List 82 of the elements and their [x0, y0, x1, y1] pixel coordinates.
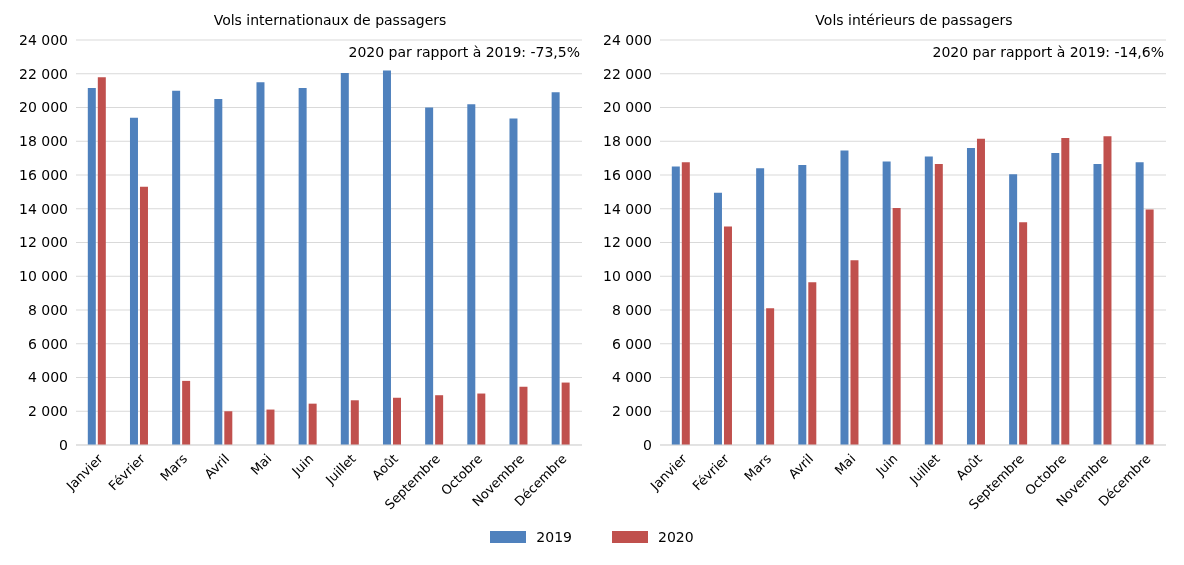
bar: [966, 148, 975, 445]
bar: [1019, 222, 1028, 445]
bar: [1103, 136, 1112, 445]
bar: [87, 88, 96, 445]
y-tick-label: 10 000: [19, 268, 68, 285]
y-tick-label: 20 000: [603, 99, 652, 116]
legend-label: 2020: [658, 529, 694, 545]
bar: [256, 82, 265, 445]
y-tick-label: 18 000: [19, 133, 68, 150]
y-tick-label: 22 000: [19, 65, 68, 82]
bar: [129, 117, 138, 445]
y-tick-label: 18 000: [603, 133, 652, 150]
y-tick-label: 0: [59, 436, 68, 453]
bar: [308, 403, 317, 445]
bar: [467, 104, 476, 445]
bar: [976, 138, 985, 445]
x-tick-label: Mai: [831, 451, 859, 478]
bar: [798, 164, 807, 445]
bar: [382, 70, 391, 445]
bar: [551, 92, 560, 445]
y-tick-label: 14 000: [19, 200, 68, 217]
y-tick-label: 16 000: [603, 166, 652, 183]
bar: [1051, 153, 1060, 445]
bar: [723, 226, 732, 445]
bar: [340, 72, 349, 445]
bar: [477, 393, 486, 445]
y-tick-label: 16 000: [19, 166, 68, 183]
y-tick-label: 12 000: [603, 234, 652, 251]
y-tick-label: 6 000: [27, 335, 68, 352]
bar: [713, 192, 722, 445]
bar: [924, 156, 933, 445]
y-tick-label: 8 000: [27, 301, 68, 318]
x-tick-label: Mai: [247, 451, 275, 478]
y-tick-label: 24 000: [19, 31, 68, 48]
bar: [509, 118, 518, 445]
y-tick-label: 2 000: [611, 403, 652, 420]
y-tick-label: 10 000: [603, 268, 652, 285]
bar: [756, 168, 765, 445]
y-tick-label: 12 000: [19, 234, 68, 251]
annotation: 2020 par rapport à 2019: -73,5%: [348, 44, 580, 60]
y-tick-label: 8 000: [611, 301, 652, 318]
chart-title: Vols internationaux de passagers: [212, 12, 448, 28]
bar: [97, 77, 106, 445]
bar: [561, 382, 570, 445]
annotation: 2020 par rapport à 2019: -14,6%: [932, 44, 1164, 60]
bar: [214, 99, 223, 445]
bar: [850, 260, 859, 445]
legend-label: 2019: [536, 529, 572, 545]
y-tick-label: 0: [643, 436, 652, 453]
y-tick-label: 4 000: [27, 369, 68, 386]
y-tick-label: 4 000: [611, 369, 652, 386]
y-tick-label: 2 000: [27, 403, 68, 420]
bar: [435, 395, 444, 445]
bar: [350, 400, 359, 445]
y-tick-label: 22 000: [603, 65, 652, 82]
bar: [1093, 164, 1102, 445]
bar: [519, 386, 528, 445]
bar: [892, 207, 901, 445]
bar: [681, 162, 690, 445]
bar: [1009, 174, 1018, 445]
chart-title: Vols intérieurs de passagers: [814, 12, 1014, 28]
bar: [172, 90, 181, 445]
bar: [882, 161, 891, 445]
bar: [182, 380, 191, 445]
bar: [808, 282, 817, 445]
bar: [1145, 209, 1154, 445]
y-tick-label: 14 000: [603, 200, 652, 217]
bar: [266, 409, 275, 445]
y-tick-label: 6 000: [611, 335, 652, 352]
bar: [766, 308, 775, 445]
bar: [298, 88, 307, 445]
bar: [139, 186, 148, 445]
bar: [1061, 137, 1070, 445]
bar: [425, 107, 434, 445]
bar: [671, 166, 680, 445]
y-tick-label: 20 000: [19, 99, 68, 116]
bar: [934, 164, 943, 445]
bar: [1135, 162, 1144, 445]
bar: [224, 411, 233, 445]
bar: [840, 150, 849, 445]
y-tick-label: 24 000: [603, 31, 652, 48]
bar: [392, 397, 401, 445]
